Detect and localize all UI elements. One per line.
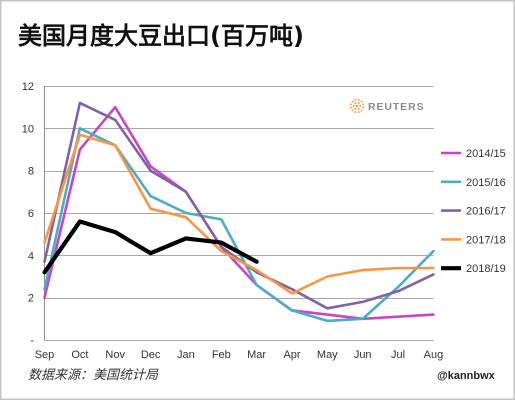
series-line-2015-16 bbox=[43, 127, 435, 323]
x-tick-label: Sep bbox=[35, 349, 55, 361]
author-credit: @kannbwx bbox=[437, 370, 496, 382]
chart-title: 美国月度大豆出口(百万吨) bbox=[18, 22, 304, 50]
logo-dot bbox=[351, 109, 354, 112]
y-tick-label: 10 bbox=[22, 123, 34, 135]
x-tick-label: Dec bbox=[141, 349, 161, 361]
gridlines bbox=[44, 86, 434, 341]
logo-dot bbox=[354, 111, 357, 114]
logo-dot bbox=[357, 111, 360, 114]
logo-dot bbox=[357, 102, 360, 105]
legend-label: 2018/19 bbox=[466, 263, 506, 275]
x-tick-label: Jun bbox=[354, 349, 372, 361]
y-tick-label: - bbox=[30, 335, 34, 347]
series-line-2018-19 bbox=[42, 219, 259, 275]
x-tick-label: Jul bbox=[391, 349, 405, 361]
logo-dot bbox=[362, 106, 365, 109]
logo-dot bbox=[349, 106, 352, 109]
logo-dot bbox=[354, 98, 357, 101]
legend-label: 2016/17 bbox=[466, 206, 506, 218]
logo-dot bbox=[349, 103, 352, 106]
logo-dot bbox=[357, 98, 360, 101]
y-tick-label: 6 bbox=[28, 208, 34, 220]
x-tick-label: May bbox=[317, 349, 338, 361]
legend-item-2015-16: 2015/16 bbox=[441, 177, 506, 189]
reuters-logo-text: REUTERS bbox=[368, 101, 424, 113]
legend-label: 2014/15 bbox=[466, 148, 506, 160]
logo-dot bbox=[354, 102, 357, 105]
logo-dot bbox=[360, 100, 363, 103]
x-tick-label: Jan bbox=[177, 349, 195, 361]
logo-dot bbox=[351, 100, 354, 103]
source-note: 数据来源：美国统计局 bbox=[28, 368, 159, 383]
logo-dot bbox=[354, 107, 357, 110]
logo-dot bbox=[359, 104, 362, 108]
legend-item-2018-19: 2018/19 bbox=[441, 263, 506, 275]
x-tick-label: Aug bbox=[424, 349, 444, 361]
x-tick-label: Feb bbox=[212, 349, 231, 361]
logo-dot bbox=[360, 109, 363, 112]
series-line-2016-17 bbox=[43, 101, 435, 310]
x-tick-label: Oct bbox=[71, 349, 88, 361]
logo-dot bbox=[357, 107, 360, 110]
logo-dot bbox=[362, 103, 365, 106]
x-tick-label: Mar bbox=[247, 349, 266, 361]
series-lines bbox=[42, 101, 435, 323]
series-line-2014-15 bbox=[43, 105, 435, 321]
legend-item-2014-15: 2014/15 bbox=[441, 148, 506, 160]
series-line-2017-18 bbox=[43, 133, 435, 295]
y-tick-label: 12 bbox=[22, 81, 34, 93]
y-tick-label: 4 bbox=[28, 250, 34, 262]
y-tick-label: 2 bbox=[28, 293, 34, 305]
legend-label: 2017/18 bbox=[466, 234, 506, 246]
x-axis-tick-labels: Sep Oct Nov Dec Jan Feb Mar Apr May Jun Jul Aug bbox=[35, 349, 443, 361]
y-tick-label: 8 bbox=[28, 166, 34, 178]
legend-label: 2015/16 bbox=[466, 177, 506, 189]
y-axis-tick-labels: - 2 4 6 8 10 12 bbox=[22, 81, 35, 347]
reuters-logo: REUTERS bbox=[349, 98, 424, 114]
x-tick-label: Nov bbox=[105, 349, 125, 361]
logo-dot bbox=[352, 104, 355, 108]
legend-item-2017-18: 2017/18 bbox=[441, 234, 506, 246]
legend: 2014/15 2015/16 2016/17 2017/18 2018/19 bbox=[441, 148, 506, 275]
x-tick-label: Apr bbox=[283, 349, 300, 361]
reuters-dot-circle-icon bbox=[349, 98, 365, 114]
logo-dot bbox=[355, 104, 359, 108]
legend-item-2016-17: 2016/17 bbox=[441, 206, 506, 218]
